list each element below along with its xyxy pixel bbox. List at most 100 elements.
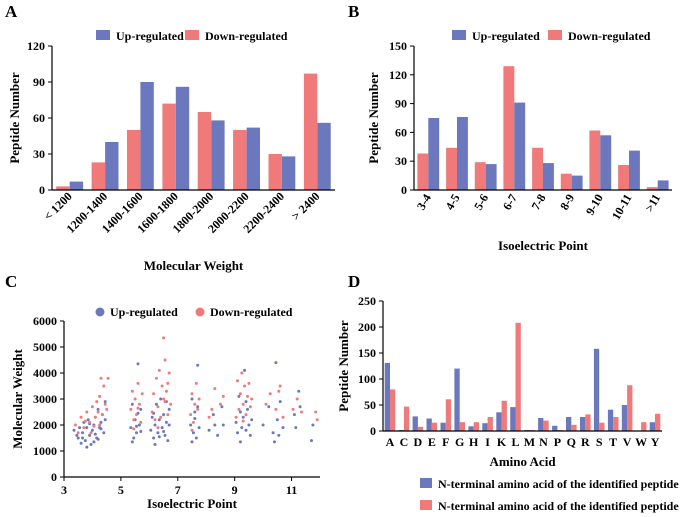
point-down-48 [163, 358, 167, 362]
x-tick-label: Y [651, 435, 660, 449]
bar-up-6 [281, 156, 296, 190]
bar-down-6 [473, 422, 479, 431]
legend-swatch-down [185, 30, 199, 40]
point-up-23 [92, 440, 96, 444]
point-down-70 [244, 413, 248, 417]
point-down-51 [190, 392, 194, 396]
bar-down-3 [503, 66, 515, 190]
point-up-74 [216, 433, 220, 437]
x-tick-label: V [623, 435, 632, 449]
bar-down-19 [655, 413, 661, 431]
point-up-102 [294, 426, 298, 430]
point-up-48 [157, 418, 161, 422]
point-up-43 [150, 415, 154, 419]
x-tick-label: 9-10 [583, 192, 606, 218]
panel-d-chart: 0 50 100 150 200 250 A C D E F G H I K L M N P Q R S T V W Y Amino… [336, 294, 679, 513]
y-tick-label: 150 [389, 39, 407, 53]
x-tick-label: >11 [642, 192, 663, 215]
point-down-58 [207, 415, 211, 419]
point-up-36 [137, 423, 141, 427]
bar-up-9 [510, 407, 516, 431]
point-down-15 [105, 407, 109, 411]
y-tick-label: 120 [389, 68, 407, 82]
bar-up-1 [105, 142, 119, 190]
point-down-46 [156, 426, 160, 430]
bar-down-5 [233, 130, 247, 190]
legend-marker-up [95, 307, 105, 317]
bar-up-3 [514, 102, 526, 190]
bar-up-16 [607, 409, 614, 431]
point-down-76 [264, 402, 268, 406]
point-up-63 [190, 397, 194, 401]
panel-c-chart: 0 1000 2000 3000 4000 5000 6000 3 5 7 9 11 Isoelectr… [10, 305, 320, 511]
point-down-74 [250, 397, 254, 401]
point-down-41 [163, 400, 167, 404]
y-tick-label: 100 [358, 372, 376, 386]
point-up-92 [261, 423, 265, 427]
point-up-88 [248, 433, 252, 437]
bar-down-1 [446, 147, 457, 190]
legend-label-down: Down-regulated [568, 29, 651, 43]
point-up-53 [164, 420, 168, 424]
point-up-29 [93, 432, 97, 436]
y-tick-label: 30 [395, 154, 407, 168]
y-tick-label: 200 [358, 320, 376, 334]
point-down-66 [238, 392, 242, 396]
y-tick-label: 2000 [33, 418, 57, 432]
x-tick-label: 5 [118, 483, 124, 497]
bar-up-2 [485, 164, 497, 190]
x-tick-label: A [386, 435, 395, 449]
point-up-51 [162, 413, 166, 417]
point-down-32 [150, 410, 154, 414]
point-down-75 [241, 419, 245, 423]
legend-swatch-down [548, 30, 562, 40]
point-down-9 [96, 410, 100, 414]
y-tick-label: 60 [395, 125, 407, 139]
bar-down-5 [459, 422, 465, 431]
point-up-104 [298, 405, 302, 409]
bar-down-3 [162, 103, 176, 190]
point-down-0 [73, 423, 77, 427]
x-tick-label: C [400, 435, 409, 449]
x-tick-label: T [609, 435, 617, 449]
x-tick-label: S [596, 435, 603, 449]
x-tick-label: 3-4 [414, 192, 434, 213]
x-tick-label: H [469, 435, 479, 449]
legend-label-down: Down-regulated [205, 29, 288, 43]
point-up-95 [274, 361, 278, 365]
point-up-64 [191, 431, 195, 435]
bar-up-7 [629, 150, 640, 190]
point-up-87 [247, 423, 251, 427]
point-up-12 [90, 428, 94, 432]
point-down-4 [85, 410, 89, 414]
point-up-68 [197, 426, 201, 430]
point-up-27 [81, 436, 84, 440]
bar-down-2 [127, 130, 141, 190]
point-down-59 [210, 407, 214, 411]
point-down-56 [197, 397, 201, 401]
point-up-103 [297, 389, 301, 393]
legend-label-up: Up-regulated [472, 29, 540, 43]
bar-up-4 [543, 163, 554, 190]
point-down-17 [89, 431, 93, 435]
point-up-58 [162, 430, 166, 433]
panel-a-label: A [5, 2, 18, 21]
point-up-39 [135, 424, 138, 428]
point-down-78 [274, 407, 278, 411]
point-up-77 [213, 423, 217, 427]
y-tick-label: 3000 [33, 392, 57, 406]
point-up-56 [153, 443, 157, 446]
point-up-66 [194, 436, 198, 440]
bar-down-6 [268, 154, 282, 190]
y-tick-label: 0 [39, 183, 45, 197]
x-axis-title: Amino Acid [489, 454, 556, 469]
point-down-72 [247, 381, 251, 385]
bar-up-4 [211, 120, 225, 190]
bar-up-2 [140, 82, 154, 190]
point-up-30 [129, 426, 133, 430]
x-tick-label: 9 [232, 483, 238, 497]
bar-down-11 [543, 420, 549, 431]
point-up-100 [281, 426, 285, 430]
point-down-82 [291, 407, 295, 411]
